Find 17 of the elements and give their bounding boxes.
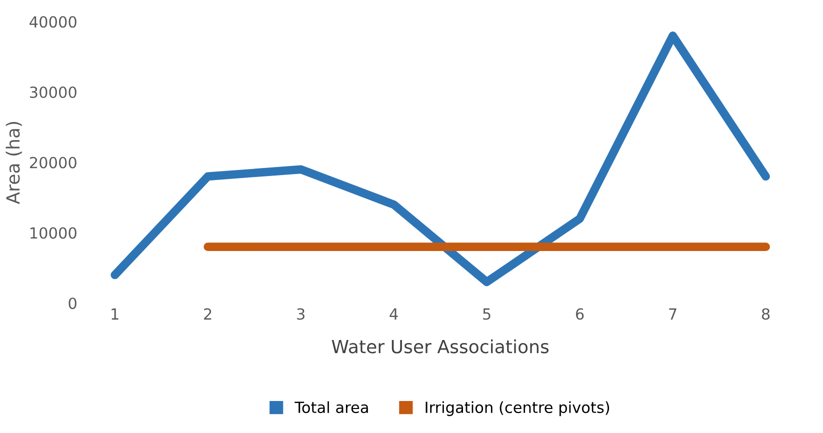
legend-label: Total area <box>294 401 368 414</box>
x-tick-label: 1 <box>112 308 118 320</box>
x-axis-title: Water User Associations <box>332 339 549 354</box>
x-tick-label: 2 <box>204 308 212 320</box>
y-axis-title: Area (ha) <box>6 122 22 204</box>
x-tick-label: 3 <box>297 308 304 320</box>
x-tick-label: 7 <box>669 308 676 320</box>
y-tick-label: 30000 <box>30 86 76 98</box>
y-tick-label: 0 <box>68 298 76 310</box>
y-tick-label: 20000 <box>30 156 76 168</box>
x-tick-label: 4 <box>390 308 398 320</box>
y-tick-label: 10000 <box>30 227 76 239</box>
x-tick-label: 8 <box>762 308 770 320</box>
x-tick-label: 5 <box>483 308 490 320</box>
y-tick-label: 40000 <box>30 16 76 28</box>
x-tick-label: 6 <box>576 308 584 320</box>
legend-label: Irrigation (centre pivots) <box>426 401 610 416</box>
